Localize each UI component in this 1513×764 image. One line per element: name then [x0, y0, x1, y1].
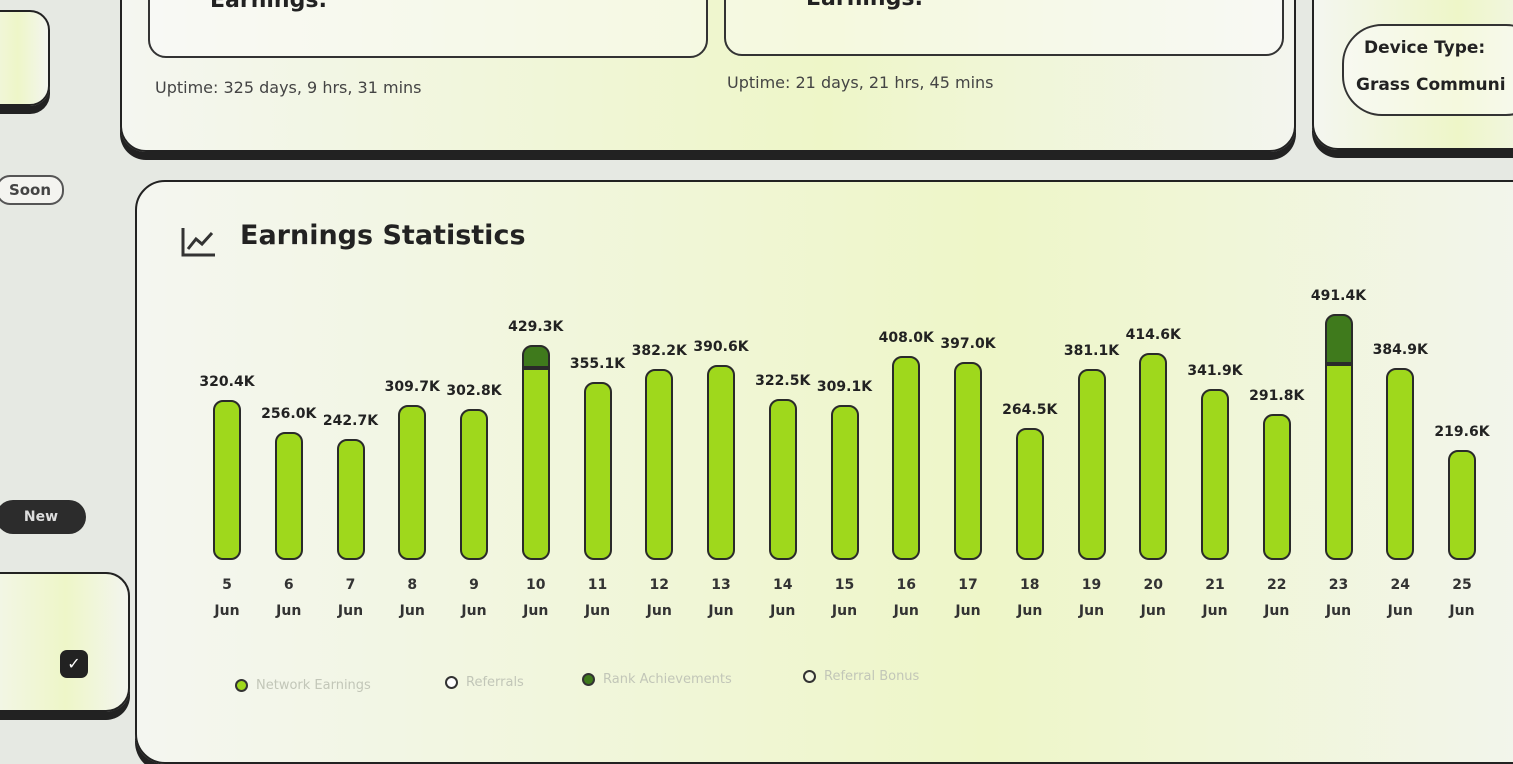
- bar-segment: [707, 364, 735, 560]
- value-label: 384.9K: [1372, 341, 1428, 358]
- x-tick-label: 9 Jun: [461, 577, 487, 619]
- x-tick-label: 23 Jun: [1325, 577, 1352, 619]
- bar-segment: [1015, 427, 1044, 560]
- value-label: 408.0K: [878, 330, 934, 346]
- bar-segment: [336, 438, 365, 560]
- legend-label: Referrals: [466, 675, 524, 690]
- bar-segment: [892, 356, 921, 560]
- legend-label: Referral Bonus: [824, 669, 920, 684]
- x-tick-label: 5 Jun: [214, 577, 240, 619]
- bar-segment: [1077, 369, 1106, 560]
- value-label: 309.7K: [384, 379, 440, 396]
- bar-segment: [398, 405, 427, 560]
- value-label: 256.0K: [261, 406, 317, 422]
- legend-item: Referrals: [445, 675, 524, 690]
- earnings-box: [148, 0, 708, 58]
- sidebar-card: [0, 10, 50, 106]
- x-tick-label: 7 Jun: [337, 577, 364, 619]
- legend-label: Network Earnings: [256, 678, 371, 693]
- sidebar-card: [0, 572, 130, 712]
- bar-segment: [460, 408, 488, 560]
- device-value: Grass Communi: [1356, 75, 1506, 95]
- x-tick-label: 8 Jun: [399, 577, 425, 619]
- bar-segment: [521, 367, 550, 560]
- x-tick-label: 12 Jun: [646, 577, 672, 619]
- legend-swatch: [445, 676, 458, 689]
- x-tick-label: 10 Jun: [523, 577, 549, 619]
- uptime: Uptime: 325 days, 9 hrs, 31 mins: [155, 78, 422, 97]
- x-tick-label: 16 Jun: [893, 577, 919, 619]
- x-tick-label: 15 Jun: [831, 577, 858, 619]
- bar-segment: [1201, 389, 1229, 560]
- value-label: 264.5K: [1002, 401, 1058, 418]
- x-tick-label: 6 Jun: [276, 577, 302, 619]
- value-label: 309.1K: [816, 379, 873, 396]
- value-label: 302.8K: [446, 382, 502, 399]
- value-label: 291.8K: [1249, 388, 1305, 405]
- earnings-label: Earnings:: [210, 0, 328, 13]
- chart: 320.4K 5 Jun 256.0K 6 Jun 242.7K 7 Jun 309.7K 8…: [199, 288, 1490, 693]
- legend-label: Rank Achievements: [603, 672, 732, 687]
- x-tick-label: 22 Jun: [1264, 577, 1290, 619]
- x-tick-label: 13 Jun: [708, 577, 734, 619]
- legend-swatch: [235, 679, 248, 692]
- value-label: 397.0K: [940, 335, 996, 352]
- legend-item: Referral Bonus: [803, 669, 919, 684]
- earnings-label: Earnings:: [806, 0, 923, 11]
- bar-segment: [1324, 314, 1353, 365]
- bar-segment: [583, 382, 612, 560]
- chart-icon: [181, 228, 215, 257]
- x-tick-label: 19 Jun: [1078, 577, 1105, 619]
- legend-item: Rank Achievements: [582, 672, 732, 687]
- device-box: [1342, 24, 1513, 116]
- x-tick-label: 11 Jun: [584, 577, 611, 619]
- stats-card: [120, 0, 1296, 152]
- x-tick-label: 14 Jun: [770, 577, 796, 619]
- check-icon: ✓: [60, 650, 88, 678]
- chart-title: Earnings Statistics: [240, 220, 526, 251]
- bar-segment: [1324, 364, 1353, 560]
- bar-segment: [274, 432, 303, 560]
- bar-segment: [1262, 414, 1291, 560]
- value-label: 322.5K: [755, 372, 811, 389]
- bar-segment: [1448, 450, 1476, 560]
- new-badge[interactable]: New: [0, 500, 86, 534]
- legend-item: Network Earnings: [235, 678, 371, 693]
- x-tick-label: 24 Jun: [1387, 577, 1413, 619]
- earnings-box: [724, 0, 1284, 56]
- value-label: 320.4K: [199, 373, 255, 390]
- x-tick-label: 20 Jun: [1140, 577, 1166, 619]
- bar-segment: [830, 405, 859, 560]
- device-label: Device Type:: [1364, 38, 1486, 58]
- value-label: 382.2K: [631, 342, 687, 359]
- legend-swatch: [803, 670, 816, 683]
- value-label: 390.6K: [693, 338, 749, 355]
- soon-badge: Soon: [0, 175, 64, 205]
- legend-swatch: [582, 673, 595, 686]
- bar-segment: [768, 398, 797, 560]
- uptime: Uptime: 21 days, 21 hrs, 45 mins: [727, 73, 994, 92]
- value-label: 381.1K: [1063, 343, 1120, 360]
- x-tick-label: 21 Jun: [1202, 577, 1228, 619]
- bar-segment: [1139, 352, 1168, 560]
- bar-segment: [213, 399, 241, 560]
- x-tick-label: 17 Jun: [955, 577, 981, 619]
- bar-segment: [521, 345, 550, 368]
- bar-segment: [1386, 367, 1415, 560]
- x-tick-label: 25 Jun: [1449, 577, 1475, 619]
- value-label: 355.1K: [569, 356, 626, 373]
- value-label: 414.6K: [1125, 326, 1181, 343]
- value-label: 242.7K: [322, 412, 379, 429]
- value-label: 429.3K: [508, 319, 564, 336]
- x-tick-label: 18 Jun: [1017, 577, 1043, 619]
- value-label: 491.4K: [1310, 288, 1367, 305]
- value-label: 219.6K: [1434, 424, 1490, 441]
- bar-segment: [954, 361, 982, 560]
- value-label: 341.9K: [1187, 363, 1243, 380]
- bar-segment: [645, 368, 674, 560]
